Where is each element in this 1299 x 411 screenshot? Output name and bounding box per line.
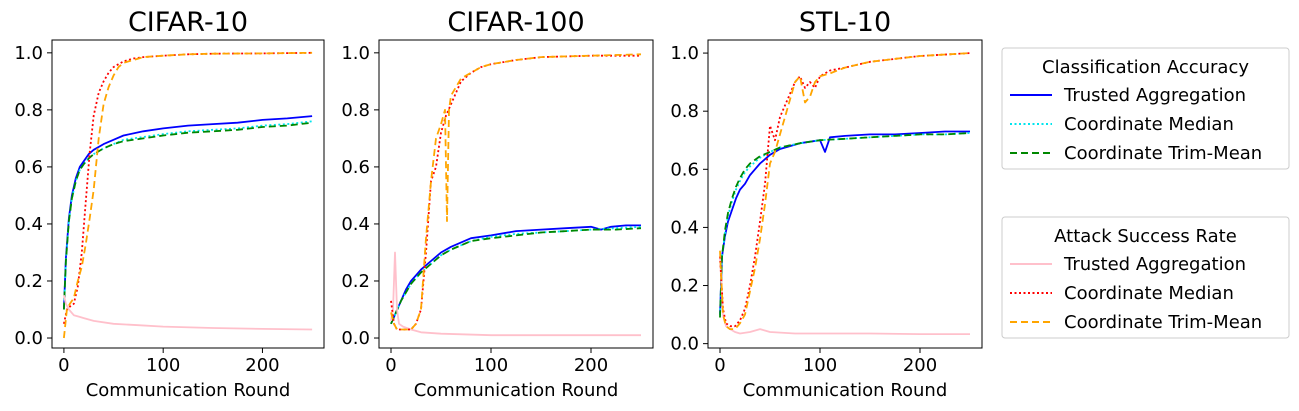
plot-frame xyxy=(707,39,983,349)
legend-entry-label: Coordinate Median xyxy=(1064,283,1234,304)
series-line-classification-accuracy-coordinate-trim-mean xyxy=(63,121,313,310)
y-tick-label: 0.8 xyxy=(670,101,699,122)
chart-panel: 0 100 200 0.0 0.2 0.4 0.6 0.8 1.0 STL-10 Communica… xyxy=(670,7,983,401)
series-line-classification-accuracy-trusted-aggregation xyxy=(63,115,313,310)
plot-frame xyxy=(51,39,325,349)
legend-frame xyxy=(1001,216,1290,339)
series-line-classification-accuracy-coordinate-trim-mean xyxy=(719,132,971,318)
series-line-attack-success-rate-trusted-aggregation xyxy=(719,256,970,336)
series-line-attack-success-rate-coordinate-median xyxy=(390,54,641,331)
y-tick-label: 0.0 xyxy=(14,328,43,349)
y-tick-label: 0.6 xyxy=(14,157,43,178)
series-line-classification-accuracy-trusted-aggregation xyxy=(390,224,641,325)
series-line-attack-success-rate-trusted-aggregation xyxy=(63,294,313,331)
y-tick-label: 0.4 xyxy=(14,214,43,235)
y-tick-label: 1.0 xyxy=(14,43,43,64)
y-tick-label: 0.4 xyxy=(341,214,370,235)
x-tick-label: 100 xyxy=(474,355,508,376)
x-axis-label: Communication Round xyxy=(743,380,948,401)
panel-title: STL-10 xyxy=(799,7,891,38)
chart-panel: 0 100 200 0.0 0.2 0.4 0.6 0.8 1.0 CIFAR-100 Commun… xyxy=(341,7,654,401)
series-line-attack-success-rate-coordinate-trim-mean xyxy=(390,53,642,331)
legend-entry-label: Trusted Aggregation xyxy=(1063,254,1246,275)
chart-panel: 0 100 200 0.0 0.2 0.4 0.6 0.8 1.0 CIFAR-10 Communi… xyxy=(14,7,325,401)
legend-entry-label: Trusted Aggregation xyxy=(1063,85,1246,106)
series-line-attack-success-rate-coordinate-trim-mean xyxy=(719,52,971,331)
series-line-attack-success-rate-coordinate-median xyxy=(719,52,971,328)
series-line-classification-accuracy-coordinate-median xyxy=(390,225,642,325)
series-line-classification-accuracy-coordinate-median xyxy=(719,132,971,315)
series-line-attack-success-rate-coordinate-median xyxy=(63,51,313,324)
y-tick-label: 0.2 xyxy=(670,276,699,297)
y-tick-label: 0.8 xyxy=(341,100,370,121)
panel-title: CIFAR-10 xyxy=(128,7,248,38)
panel-title: CIFAR-100 xyxy=(447,7,584,38)
series-line-attack-success-rate-trusted-aggregation xyxy=(390,251,641,337)
y-tick-label: 0.0 xyxy=(670,334,699,355)
series-line-classification-accuracy-trusted-aggregation xyxy=(719,130,970,315)
x-tick-label: 0 xyxy=(58,355,69,376)
y-tick-label: 0.2 xyxy=(14,271,43,292)
series-line-attack-success-rate-coordinate-trim-mean xyxy=(63,51,313,339)
y-tick-label: 0.8 xyxy=(14,100,43,121)
x-tick-label: 0 xyxy=(385,355,396,376)
y-tick-label: 0.2 xyxy=(341,271,370,292)
legend-entry-label: Coordinate Trim-Mean xyxy=(1064,312,1262,333)
x-axis-label: Communication Round xyxy=(86,380,291,401)
y-tick-label: 1.0 xyxy=(670,43,699,64)
x-axis-label: Communication Round xyxy=(414,380,619,401)
y-tick-label: 0.4 xyxy=(670,217,699,238)
y-tick-label: 0.6 xyxy=(670,159,699,180)
legend: Classification Accuracy Trusted Aggregati… xyxy=(1001,47,1290,170)
legend-title: Attack Success Rate xyxy=(1054,226,1237,247)
legend-frame xyxy=(1001,47,1290,170)
x-tick-label: 100 xyxy=(803,355,837,376)
x-tick-label: 100 xyxy=(146,355,180,376)
x-tick-label: 200 xyxy=(574,355,608,376)
legend: Attack Success Rate Trusted Aggregation Co… xyxy=(1001,216,1290,339)
legend-entry-label: Coordinate Trim-Mean xyxy=(1064,143,1262,164)
legend-title: Classification Accuracy xyxy=(1042,57,1249,78)
x-tick-label: 0 xyxy=(714,355,725,376)
plot-frame xyxy=(378,39,654,349)
y-tick-label: 1.0 xyxy=(341,43,370,64)
legend-entry-label: Coordinate Median xyxy=(1064,114,1234,135)
y-tick-label: 0.6 xyxy=(341,157,370,178)
y-tick-label: 0.0 xyxy=(341,328,370,349)
x-tick-label: 200 xyxy=(903,355,937,376)
series-line-classification-accuracy-coordinate-trim-mean xyxy=(390,227,642,325)
x-tick-label: 200 xyxy=(245,355,279,376)
